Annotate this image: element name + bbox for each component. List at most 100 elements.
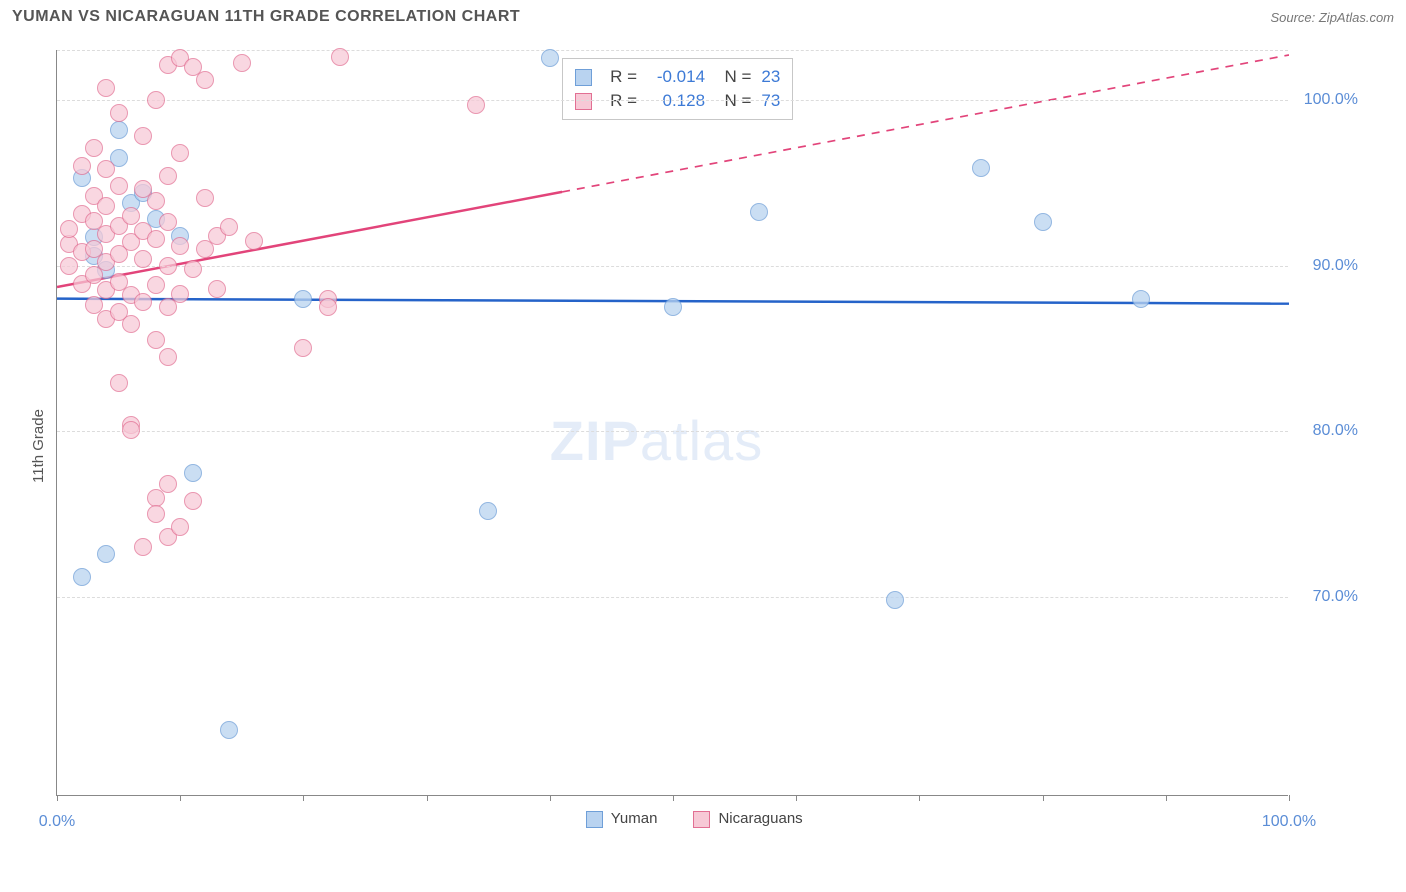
x-tick-label: 0.0% — [39, 813, 75, 831]
legend-item: Nicaraguans — [693, 810, 802, 828]
data-point — [233, 54, 251, 72]
x-tick — [673, 795, 674, 801]
x-tick — [1289, 795, 1290, 801]
legend-label: Yuman — [611, 810, 658, 827]
gridline — [57, 597, 1288, 598]
data-point — [147, 91, 165, 109]
watermark: ZIPatlas — [550, 408, 763, 473]
data-point — [60, 220, 78, 238]
source-label: Source: ZipAtlas.com — [1270, 10, 1394, 25]
stat-label: N = — [715, 91, 751, 111]
data-point — [147, 276, 165, 294]
data-point — [245, 232, 263, 250]
chart-title: YUMAN VS NICARAGUAN 11TH GRADE CORRELATI… — [12, 8, 520, 26]
data-point — [159, 348, 177, 366]
series-legend: Yuman Nicaraguans — [586, 810, 803, 828]
data-point — [171, 518, 189, 536]
data-point — [110, 121, 128, 139]
data-point — [220, 218, 238, 236]
data-point — [122, 315, 140, 333]
data-point — [196, 189, 214, 207]
plot-area: ZIPatlas R = -0.014 N = 23R = 0.128 N = … — [56, 50, 1288, 796]
gridline — [57, 50, 1288, 51]
gridline — [57, 100, 1288, 101]
data-point — [159, 475, 177, 493]
data-point — [750, 203, 768, 221]
stats-row: R = -0.014 N = 23 — [575, 65, 780, 89]
data-point — [134, 293, 152, 311]
x-tick — [303, 795, 304, 801]
data-point — [1034, 213, 1052, 231]
legend-label: Nicaraguans — [718, 810, 802, 827]
regression-lines — [57, 50, 1289, 796]
data-point — [85, 139, 103, 157]
gridline — [57, 266, 1288, 267]
y-tick-label: 100.0% — [1304, 91, 1358, 109]
data-point — [134, 538, 152, 556]
r-value: 0.128 — [647, 91, 705, 111]
data-point — [171, 237, 189, 255]
data-point — [294, 339, 312, 357]
x-tick — [1166, 795, 1167, 801]
stats-row: R = 0.128 N = 73 — [575, 89, 780, 113]
data-point — [97, 545, 115, 563]
data-point — [220, 721, 238, 739]
data-point — [886, 591, 904, 609]
data-point — [331, 48, 349, 66]
data-point — [664, 298, 682, 316]
x-tick — [550, 795, 551, 801]
stats-legend: R = -0.014 N = 23R = 0.128 N = 73 — [562, 58, 793, 120]
data-point — [159, 213, 177, 231]
x-tick — [427, 795, 428, 801]
data-point — [208, 280, 226, 298]
stat-label: N = — [715, 67, 751, 87]
data-point — [97, 79, 115, 97]
legend-swatch — [575, 69, 592, 86]
legend-item: Yuman — [586, 810, 658, 828]
y-tick-label: 70.0% — [1313, 588, 1358, 606]
x-tick — [1043, 795, 1044, 801]
data-point — [134, 127, 152, 145]
data-point — [467, 96, 485, 114]
data-point — [110, 177, 128, 195]
r-value: -0.014 — [647, 67, 705, 87]
data-point — [196, 71, 214, 89]
header-row: YUMAN VS NICARAGUAN 11TH GRADE CORRELATI… — [8, 8, 1398, 30]
data-point — [184, 464, 202, 482]
data-point — [541, 49, 559, 67]
data-point — [319, 298, 337, 316]
legend-swatch — [693, 811, 710, 828]
x-tick-label: 100.0% — [1262, 813, 1316, 831]
y-axis-label: 11th Grade — [30, 409, 47, 483]
x-tick — [919, 795, 920, 801]
data-point — [122, 207, 140, 225]
data-point — [294, 290, 312, 308]
gridline — [57, 431, 1288, 432]
data-point — [97, 197, 115, 215]
x-tick — [796, 795, 797, 801]
data-point — [73, 157, 91, 175]
x-tick — [180, 795, 181, 801]
data-point — [147, 192, 165, 210]
legend-swatch — [575, 93, 592, 110]
chart-container: YUMAN VS NICARAGUAN 11TH GRADE CORRELATI… — [8, 8, 1398, 884]
data-point — [147, 331, 165, 349]
y-tick-label: 90.0% — [1313, 257, 1358, 275]
data-point — [122, 421, 140, 439]
data-point — [171, 285, 189, 303]
data-point — [479, 502, 497, 520]
data-point — [147, 230, 165, 248]
data-point — [184, 260, 202, 278]
legend-swatch — [586, 811, 603, 828]
data-point — [972, 159, 990, 177]
n-value: 23 — [761, 67, 780, 87]
data-point — [184, 492, 202, 510]
data-point — [97, 160, 115, 178]
data-point — [147, 505, 165, 523]
y-tick-label: 80.0% — [1313, 422, 1358, 440]
data-point — [110, 104, 128, 122]
data-point — [159, 167, 177, 185]
stat-label: R = — [610, 91, 637, 111]
data-point — [134, 250, 152, 268]
data-point — [171, 144, 189, 162]
